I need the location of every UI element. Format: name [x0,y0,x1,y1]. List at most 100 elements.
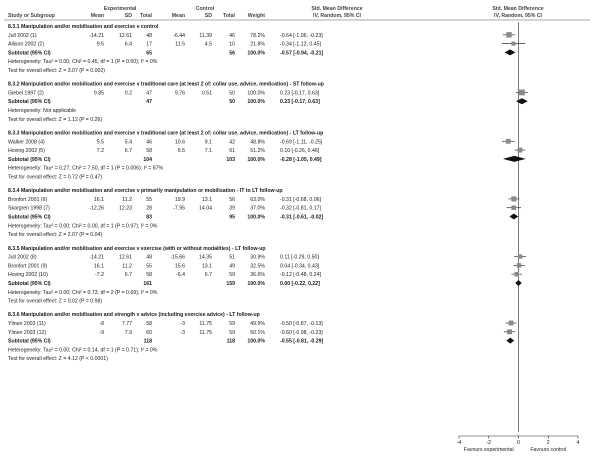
ctrl-total: 10 [229,42,235,48]
study-ci: -0.32 [-0.81, 0.17] [280,206,322,212]
study-weight: 100.0% [247,90,265,96]
subtotal-weight: 100.0% [247,50,265,56]
study-effect-square [519,89,525,96]
ctrl-mean: -3 [180,321,185,327]
ctrl-total: 61 [229,148,235,154]
exp-total: 48 [146,255,152,261]
subgroup-title: 8.3.4 Manipulation and/or mobilisation a… [8,188,283,194]
ctrl-sd: 0.51 [202,90,212,96]
study-effect-square [506,32,512,38]
ctrl-total: 59 [229,272,235,278]
study-name: Ylinen 2003 (12) [8,330,46,336]
study-effect-square [511,205,517,210]
exp-total: 55 [146,263,152,269]
ctrl-mean: -6.44 [173,33,185,39]
overall-effect-text: Test for overall effect: Z = 2.07 (P = 0… [8,232,102,238]
subtotal-diamond [502,155,526,162]
ctrl-mean: 6.5 [178,148,185,154]
ctrl-sd: 11.75 [199,330,212,336]
header-smd-title: Std. Mean Difference [311,6,362,12]
exp-sd: 12.61 [119,255,132,261]
ctrl-sd: 14.35 [199,255,212,261]
study-effect-square [517,254,523,259]
subtotal-exp-total: 47 [146,99,152,105]
exp-mean: -9 [99,330,104,336]
study-name: Ylinen 2003 (11) [8,321,46,327]
ctrl-sd: 11.75 [199,321,212,327]
study-weight: 30.9% [250,255,265,261]
ctrl-total: 59 [229,321,235,327]
study-ci: -0.50 [-0.87, -0.13] [280,321,323,327]
heterogeneity-text: Heterogeneity: Tau² = 0.00; Chi² = 0.73,… [8,290,158,296]
ctrl-mean: 10.6 [175,139,185,145]
subtotal-exp-total: 83 [146,215,152,221]
study-ci: 0.11 [-0.29, 0.50] [280,255,319,261]
heterogeneity-text: Heterogeneity: Tau² = 0.00; Chi² = 0.00,… [8,223,158,229]
exp-sd: 11.2 [122,263,132,269]
header-experimental: Experimental [104,6,137,12]
study-ci: 0.10 [-0.26, 0.46] [280,148,320,154]
exp-total: 48 [146,33,152,39]
exp-mean: -14.21 [89,33,104,39]
heterogeneity-text: Heterogeneity: Tau² = 0.00; Chi² = 0.14,… [8,347,158,353]
header-total-ctrl: Total [223,13,236,19]
exp-sd: 6.7 [125,148,132,154]
study-name: Hoving 2002 (10) [8,272,48,278]
study-weight: 48.8% [250,139,265,145]
subtotal-diamond [515,279,522,286]
subtotal-weight: 100.0% [247,339,265,345]
subtotal-ctrl-total: 56 [229,50,235,56]
exp-total: 58 [146,321,152,327]
subtotal-weight: 100.0% [247,281,265,287]
subtotal-exp-total: 65 [146,50,152,56]
header-study: Study or Subgroup [8,13,55,19]
exp-total: 60 [146,330,152,336]
exp-mean: -7.2 [95,272,104,278]
exp-sd: 12.23 [119,206,132,212]
subtotal-ctrl-total: 95 [229,215,235,221]
study-ci: -0.34 [-1.12, 0.45] [280,42,322,48]
study-name: Hoving 2002 (5) [8,148,45,154]
exp-mean: 7.2 [97,148,104,154]
x-tick-label: 4 [577,440,580,446]
study-weight: 37.0% [250,206,265,212]
subtotal-weight: 100.0% [247,99,265,105]
ctrl-sd: 4.5 [205,42,212,48]
study-ci: -0.60 [-0.98, -0.23] [280,330,323,336]
ctrl-sd: 7.1 [205,148,212,154]
subtotal-exp-total: 161 [143,281,152,287]
exp-total: 58 [146,148,152,154]
subtotal-ctrl-total: 103 [226,157,235,163]
header-mean-exp: Mean [91,13,104,19]
subtotal-ci: 0.23 [-0.17, 0.63] [280,99,320,105]
favours-control-label: Favours control [530,447,566,453]
subtotal-ci: -0.28 [-1.05, 0.49] [280,157,322,163]
study-effect-square [511,196,517,202]
exp-sd: 6.7 [125,272,132,278]
study-name: Bronfort 2001 (6) [8,197,47,203]
study-weight: 32.5% [250,263,265,269]
exp-mean: -14.21 [89,255,104,261]
study-name: Jull 2002 (8) [8,255,37,261]
ctrl-sd: 11.39 [199,33,212,39]
subtotal-weight: 100.0% [247,157,265,163]
ctrl-total: 56 [229,197,235,203]
heterogeneity-text: Heterogeneity: Tau² = 0.00; Chi² = 0.45,… [8,59,158,65]
study-effect-square [511,41,516,46]
heterogeneity-text: Heterogeneity: Tau² = 0.27; Chi² = 7.50,… [8,166,163,172]
subtotal-ci: 0.00 [-0.22, 0.22] [280,281,320,287]
exp-sd: 12.61 [119,33,132,39]
overall-effect-text: Test for overall effect: Z = 0.02 (P = 0… [8,299,102,305]
subtotal-exp-total: 118 [144,339,152,345]
exp-total: 47 [146,90,152,96]
study-name: Jull 2002 (1) [8,33,37,39]
overall-effect-text: Test for overall effect: Z = 1.12 (P = 0… [8,117,102,123]
exp-sd: 0.2 [125,90,132,96]
study-weight: 78.2% [250,33,265,39]
study-name: Walker 2008 (4) [8,139,45,145]
exp-total: 28 [146,206,152,212]
study-effect-square [514,271,519,277]
exp-mean: -8 [99,321,104,327]
header-sd-exp: SD [125,13,132,19]
